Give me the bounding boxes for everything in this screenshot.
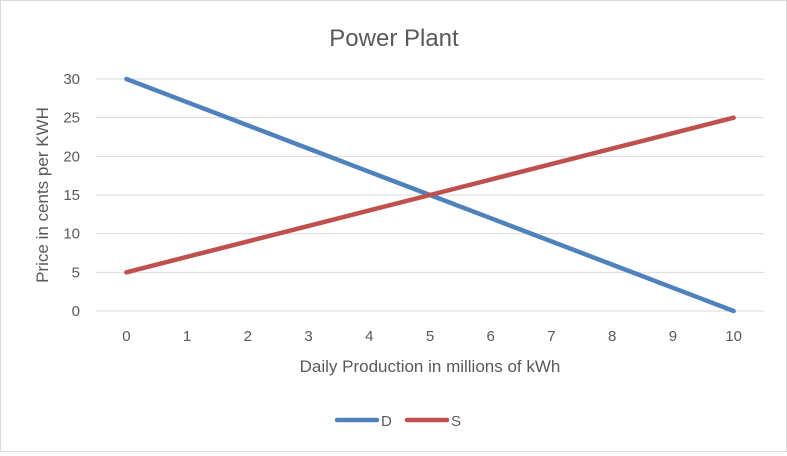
y-tick-label: 15 <box>63 187 80 204</box>
x-tick-label: 6 <box>487 328 495 345</box>
y-tick-label: 25 <box>63 110 80 127</box>
data-point-D <box>551 241 552 242</box>
y-axis-ticks: 0 5 10 15 20 25 30 <box>63 71 80 320</box>
x-tick-label: 4 <box>365 328 373 345</box>
y-tick-label: 10 <box>63 226 80 243</box>
x-axis-ticks: 0 1 2 3 4 5 6 7 8 9 10 <box>122 328 742 345</box>
data-point-D <box>247 125 248 126</box>
data-point-D <box>126 79 127 80</box>
data-point-S <box>672 133 673 134</box>
data-point-S <box>308 225 309 226</box>
x-tick-label: 7 <box>547 328 555 345</box>
data-point-S <box>551 164 552 165</box>
data-point-S <box>612 148 613 149</box>
data-point-D <box>369 171 370 172</box>
x-tick-label: 3 <box>304 328 312 345</box>
data-point-S <box>247 241 248 242</box>
y-tick-label: 30 <box>63 71 80 88</box>
x-tick-label: 8 <box>608 328 616 345</box>
y-tick-label: 0 <box>72 303 80 320</box>
x-tick-label: 5 <box>426 328 434 345</box>
data-point-S <box>733 117 734 118</box>
data-point-S <box>187 256 188 257</box>
series-line-S <box>124 115 736 275</box>
data-point-D <box>672 287 673 288</box>
x-tick-label: 2 <box>244 328 252 345</box>
chart-title: Power Plant <box>329 25 459 52</box>
gridlines <box>96 78 764 312</box>
data-point-D <box>490 218 491 219</box>
data-point-D <box>733 311 734 312</box>
x-tick-label: 10 <box>725 328 742 345</box>
legend-item-S: S <box>404 413 461 430</box>
data-point-D <box>612 264 613 265</box>
legend-label-S: S <box>451 413 461 430</box>
x-tick-label: 1 <box>183 328 191 345</box>
legend-label-D: D <box>381 413 392 430</box>
y-axis-title: Price in cents per KWH <box>33 107 52 283</box>
x-tick-label: 9 <box>669 328 677 345</box>
data-point-S <box>490 179 491 180</box>
y-tick-label: 5 <box>72 264 80 281</box>
data-point-S <box>369 210 370 211</box>
data-point-S <box>430 195 431 196</box>
x-tick-label: 0 <box>122 328 130 345</box>
data-point-D <box>187 102 188 103</box>
y-tick-label: 20 <box>63 148 80 165</box>
data-point-D <box>308 148 309 149</box>
series-lines <box>124 76 736 314</box>
x-axis-title: Daily Production in millions of kWh <box>300 357 561 376</box>
data-point-S <box>126 272 127 273</box>
legend-item-D: D <box>334 413 392 430</box>
